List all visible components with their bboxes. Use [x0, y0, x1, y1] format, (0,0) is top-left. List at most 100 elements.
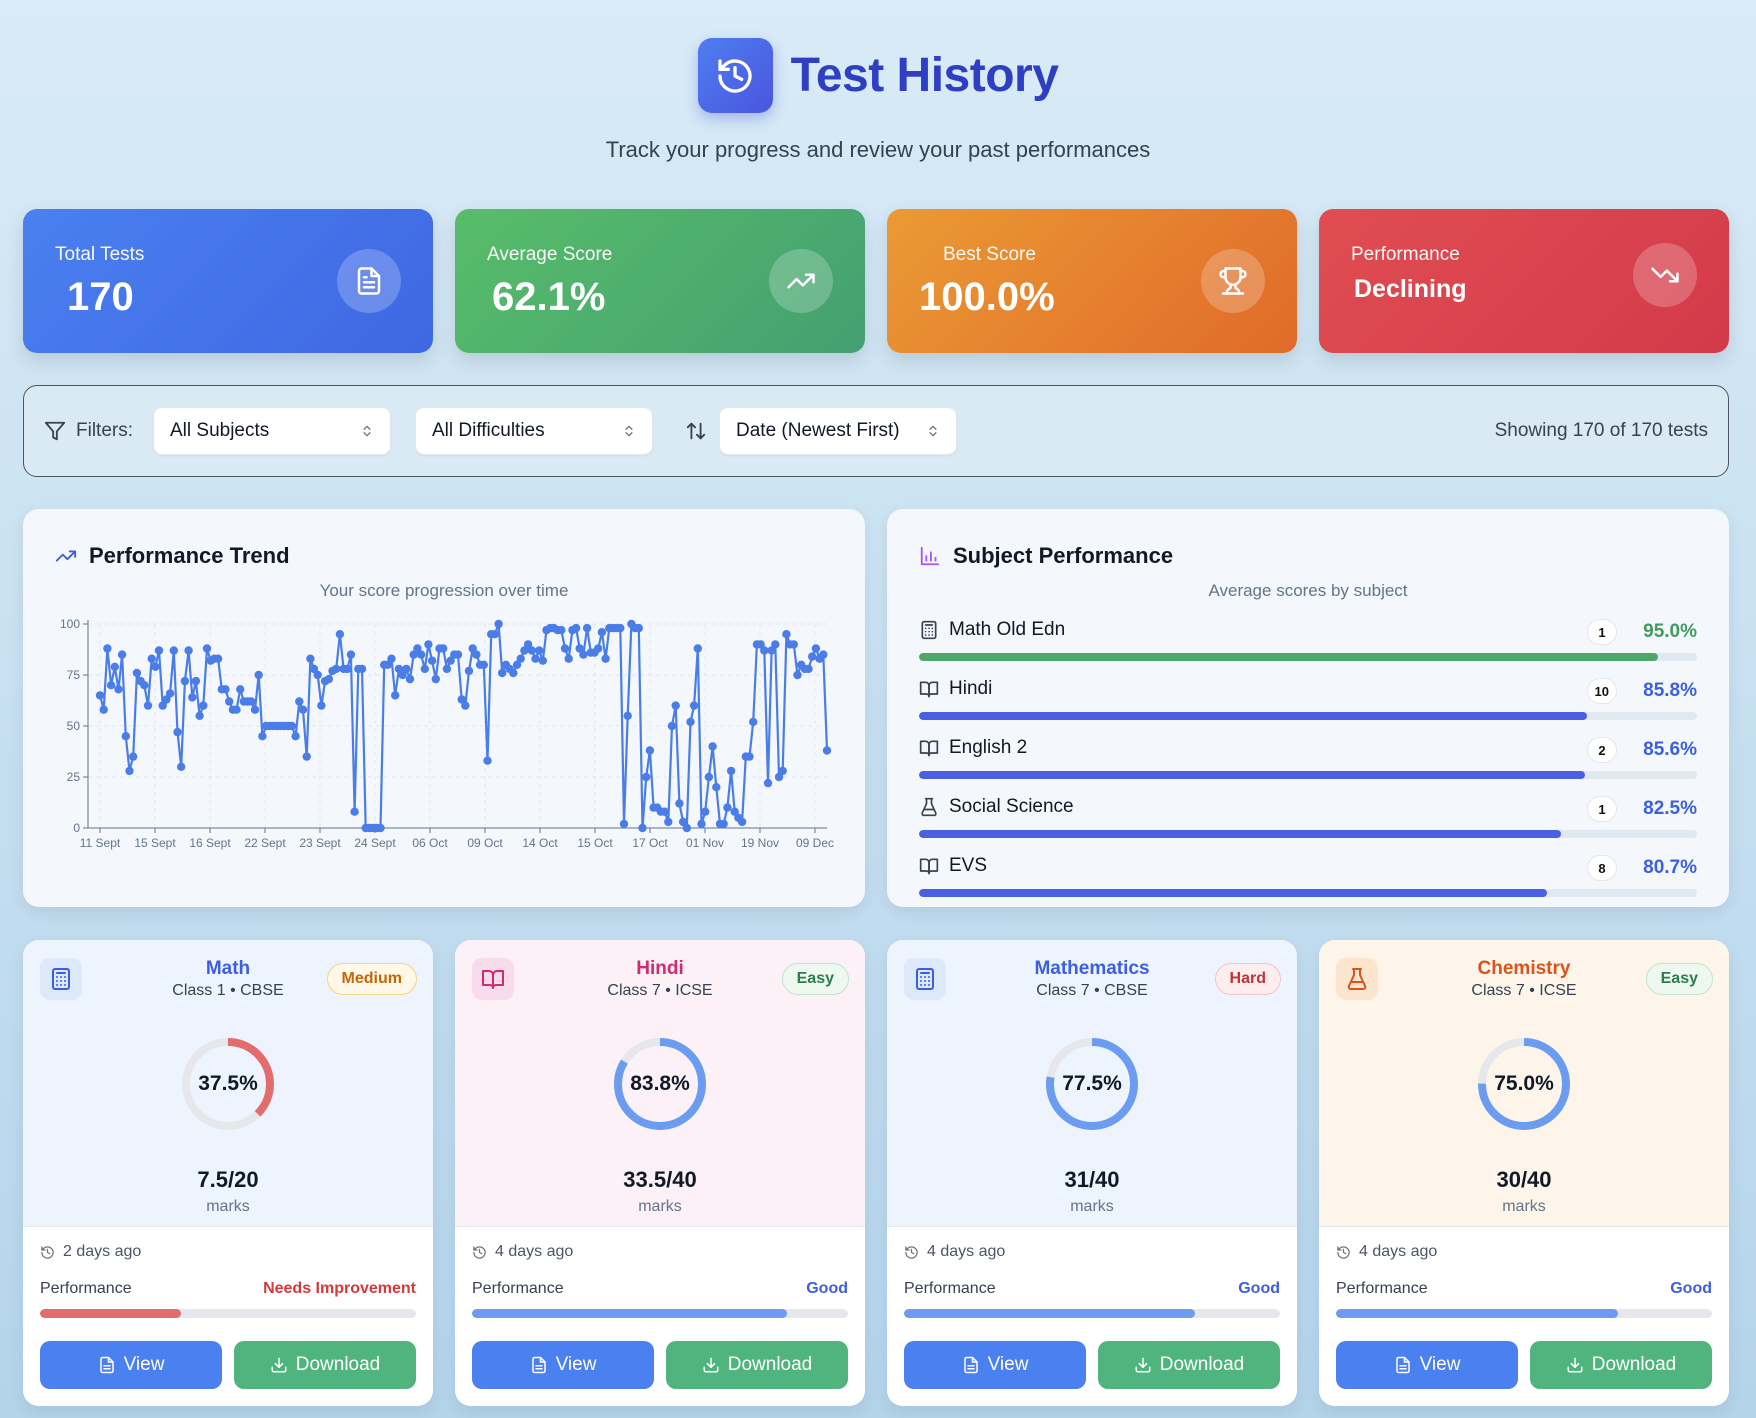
view-label: View	[123, 1354, 165, 1375]
trend-point	[697, 819, 706, 829]
page-title: Test History	[790, 49, 1059, 102]
score-ring-fill	[182, 1038, 274, 1130]
sort-select[interactable]: Date (Newest First)	[719, 407, 957, 455]
time-ago: 2 days ago	[63, 1243, 142, 1260]
view-button[interactable]: View	[472, 1341, 654, 1389]
trend-point	[427, 656, 437, 665]
panel-title: Subject Performance	[919, 543, 1173, 569]
test-count-badge: 1	[1587, 619, 1617, 645]
x-tick-label: 23 Sept	[299, 836, 341, 850]
marks-label: marks	[1070, 1198, 1114, 1215]
page-header: Test History Track your progress and rev…	[0, 38, 1756, 163]
history-icon	[40, 1245, 55, 1260]
performance-bar-fill	[472, 1309, 788, 1318]
trend-point	[103, 644, 112, 653]
download-button[interactable]: Download	[1098, 1341, 1280, 1389]
trend-point	[472, 650, 481, 659]
x-tick-label: 15 Oct	[577, 836, 613, 850]
stat-card-performance: Performance Declining	[1319, 209, 1729, 353]
difficulty-badge: Easy	[781, 963, 849, 995]
performance-rating: Good	[1670, 1280, 1712, 1297]
history-icon	[1336, 1245, 1351, 1260]
test-subject: Chemistry	[1477, 958, 1571, 979]
trend-point	[498, 668, 507, 678]
trend-point	[763, 778, 773, 788]
trend-point	[413, 644, 422, 653]
x-tick-label: 09 Oct	[467, 836, 503, 850]
test-card: Mathematics Class 7 • CBSE Hard 77.5% 31/40 m…	[887, 940, 1297, 1406]
trend-point	[771, 640, 780, 649]
subject-label: Math Old Edn	[949, 619, 1066, 640]
filters-label: Filters:	[76, 420, 133, 441]
trend-point	[158, 701, 167, 710]
difficulty-select[interactable]: All Difficulties	[415, 407, 653, 455]
download-button[interactable]: Download	[234, 1341, 416, 1389]
trend-point	[398, 670, 407, 680]
view-button[interactable]: View	[1336, 1341, 1518, 1389]
download-button[interactable]: Download	[1530, 1341, 1712, 1389]
y-tick-label: 0	[73, 821, 80, 835]
trend-point	[202, 644, 212, 653]
trend-point	[106, 681, 116, 690]
trend-subtitle: Your score progression over time	[319, 581, 569, 600]
trophy-icon	[1201, 249, 1265, 313]
difficulty-badge: Hard	[1214, 963, 1281, 995]
test-card: Chemistry Class 7 • ICSE Easy 75.0% 30/40 mar…	[1319, 940, 1729, 1406]
subject-select[interactable]: All Subjects	[153, 407, 391, 455]
score-ring-fill	[614, 1038, 706, 1130]
document-icon	[1394, 1356, 1412, 1374]
subject-perf-subtitle: Average scores by subject	[1208, 581, 1408, 600]
stat-value: 62.1%	[492, 275, 606, 319]
trend-point	[129, 752, 138, 761]
difficulty-select-value: All Difficulties	[432, 420, 545, 441]
subject-percent: 85.6%	[1643, 739, 1697, 760]
trend-point	[225, 697, 234, 706]
difficulty-badge: Easy	[1645, 963, 1713, 995]
document-icon	[337, 249, 401, 313]
performance-bar-track	[904, 1309, 1280, 1318]
trend-point	[287, 721, 297, 731]
view-button[interactable]: View	[40, 1341, 222, 1389]
subject-progress-track	[919, 653, 1697, 661]
stat-label: Average Score	[487, 244, 613, 265]
score-marks: 7.5/20	[197, 1167, 259, 1192]
trend-point	[671, 701, 680, 710]
score-percent: 37.5%	[198, 1072, 258, 1095]
subject-row: Math Old Edn 1 95.0%	[919, 619, 1697, 678]
difficulty-badge: Medium	[326, 963, 417, 995]
trend-point	[350, 807, 359, 816]
x-tick-label: 09 Dec	[796, 836, 834, 850]
performance-label: Performance	[904, 1280, 996, 1297]
trend-point	[357, 664, 367, 674]
y-tick-label: 50	[67, 719, 81, 733]
trend-point	[719, 819, 728, 829]
stat-label: Performance	[1351, 244, 1460, 265]
trend-point	[298, 705, 308, 714]
download-label: Download	[295, 1354, 381, 1375]
trend-point	[745, 752, 754, 761]
trend-point	[247, 697, 256, 706]
trend-point	[723, 803, 732, 812]
performance-label: Performance	[472, 1280, 564, 1297]
trend-point	[811, 644, 821, 653]
history-icon	[697, 38, 773, 113]
test-count-badge: 8	[1587, 855, 1617, 881]
trend-point	[660, 807, 669, 816]
trend-point	[704, 772, 714, 782]
trending-up-icon	[769, 249, 833, 313]
trend-point	[143, 701, 153, 710]
subject-progress-fill	[919, 889, 1547, 897]
trend-point	[531, 654, 540, 663]
trend-point	[383, 660, 392, 669]
trend-point	[324, 674, 333, 684]
trend-point	[151, 662, 160, 671]
subject-performance-panel: Subject Performance Average scores by su…	[887, 509, 1729, 907]
time-ago: 4 days ago	[495, 1243, 574, 1260]
download-button[interactable]: Download	[666, 1341, 848, 1389]
test-class: Class 1 • CBSE	[172, 982, 284, 999]
trend-point	[582, 623, 592, 633]
view-button[interactable]: View	[904, 1341, 1086, 1389]
trend-point	[760, 646, 769, 655]
download-icon	[1566, 1356, 1584, 1374]
score-percent: 77.5%	[1062, 1072, 1122, 1095]
